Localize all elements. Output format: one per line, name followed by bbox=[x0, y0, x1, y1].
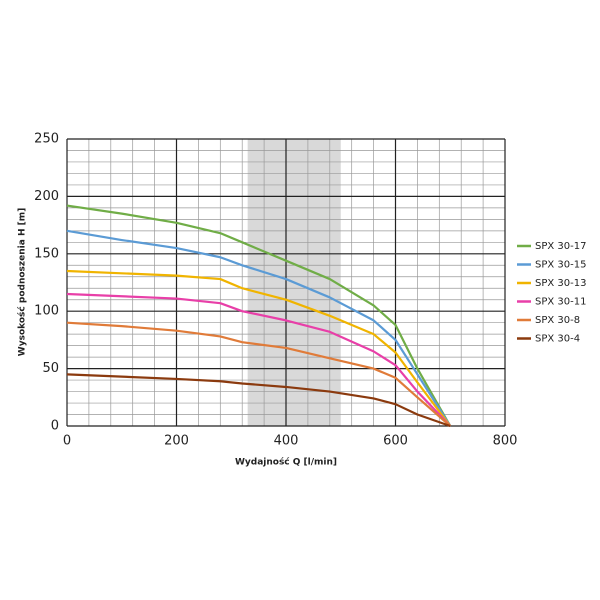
x-axis-label: Wydajność Q [l/min] bbox=[235, 457, 337, 468]
y-axis-label: Wysokość podnoszenia H [m] bbox=[17, 208, 28, 356]
series-line bbox=[66, 204, 452, 427]
x-tick-label: 600 bbox=[383, 434, 408, 449]
y-tick-label: 250 bbox=[34, 132, 59, 147]
legend-label: SPX 30-4 bbox=[535, 334, 580, 345]
y-tick-label: 0 bbox=[51, 419, 59, 434]
legend-label: SPX 30-17 bbox=[535, 241, 586, 252]
y-tick-label: 150 bbox=[34, 246, 59, 261]
legend-label: SPX 30-11 bbox=[535, 297, 586, 308]
x-tick-label: 800 bbox=[493, 434, 518, 449]
series-line bbox=[66, 229, 452, 427]
x-tick-label: 200 bbox=[164, 434, 189, 449]
x-tick-label: 0 bbox=[63, 434, 71, 449]
legend-label: SPX 30-8 bbox=[535, 315, 580, 326]
y-tick-label: 200 bbox=[34, 189, 59, 204]
series-line bbox=[66, 269, 452, 427]
series-line bbox=[66, 292, 452, 427]
y-tick-label: 50 bbox=[42, 361, 59, 376]
series-line bbox=[66, 373, 451, 428]
series-line bbox=[66, 321, 451, 427]
legend-label: SPX 30-15 bbox=[535, 260, 586, 271]
y-tick-label: 100 bbox=[34, 304, 59, 319]
x-tick-label: 400 bbox=[274, 434, 299, 449]
legend-label: SPX 30-13 bbox=[535, 278, 586, 289]
